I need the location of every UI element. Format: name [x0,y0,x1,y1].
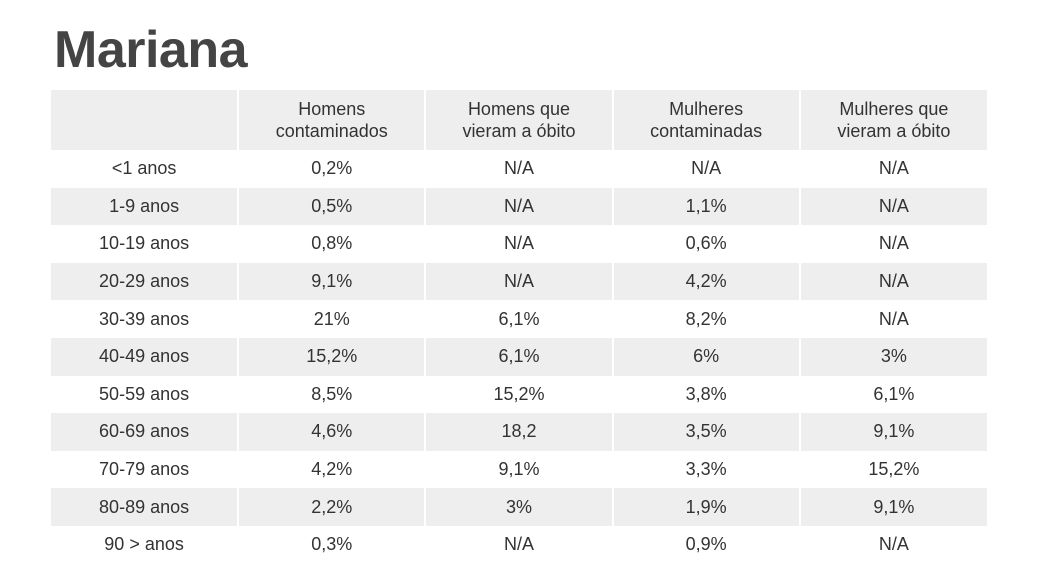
table-row: <1 anos 0,2% N/A N/A N/A [51,150,987,188]
age-group-cell: 30-39 anos [99,308,190,329]
table-row: 80-89 anos 2,2% 3% 1,9% 9,1% [51,488,987,526]
women-deaths-cell: 9,1% [798,488,987,526]
data-table: Homens contaminados Homens que vieram a … [51,90,987,564]
women-infected-cell: 3,8% [611,375,800,414]
women-infected-cell: 0,6% [611,225,800,263]
women-infected-cell: N/A [611,150,800,188]
men-deaths-cell: N/A [424,262,613,301]
header-age-group [51,90,238,150]
age-group-cell: 90 > anos [104,534,184,555]
men-infected-cell: 0,3% [237,525,426,564]
table-row: 90 > anos 0,3% N/A 0,9% N/A [51,525,987,564]
age-group-cell: <1 anos [111,158,177,179]
men-infected-cell: 0,2% [237,150,426,188]
men-deaths-cell: 6,1% [424,337,613,376]
women-deaths-cell: N/A [798,187,987,226]
women-infected-cell: 4,2% [611,262,800,301]
men-infected-cell: 0,5% [237,187,426,226]
table-row: 1-9 anos 0,5% N/A 1,1% N/A [51,187,987,226]
women-deaths-cell: 9,1% [798,413,987,451]
age-group-cell: 80-89 anos [99,496,190,517]
women-deaths-cell: 3% [798,337,987,376]
table-row: 70-79 anos 4,2% 9,1% 3,3% 15,2% [51,450,987,489]
men-deaths-cell: 6,1% [424,300,613,338]
men-deaths-cell: N/A [424,187,613,226]
header-men-deaths: Homens que vieram a óbito [424,90,613,150]
men-infected-cell: 21% [237,300,426,338]
age-group-cell: 40-49 anos [99,346,190,367]
women-infected-cell: 1,1% [611,187,800,226]
table-row: 50-59 anos 8,5% 15,2% 3,8% 6,1% [51,375,987,414]
women-infected-cell: 8,2% [611,300,800,338]
age-group-cell: 70-79 anos [99,459,190,480]
page-title: Mariana [54,21,248,79]
men-deaths-cell: N/A [424,525,613,564]
header-row: Homens contaminados Homens que vieram a … [51,90,987,150]
men-infected-cell: 15,2% [237,337,426,376]
women-deaths-cell: N/A [798,225,987,263]
men-deaths-cell: 15,2% [424,375,613,414]
men-infected-cell: 0,8% [237,225,426,263]
age-group-cell: 10-19 anos [99,233,190,254]
men-deaths-cell: 9,1% [424,450,613,489]
table-row: 30-39 anos 21% 6,1% 8,2% N/A [51,300,987,338]
women-deaths-cell: 6,1% [798,375,987,414]
men-infected-cell: 2,2% [237,488,426,526]
table-body: <1 anos 0,2% N/A N/A N/A 1-9 anos 0,5% N/A 1,1% N… [51,150,987,564]
men-infected-cell: 4,2% [237,450,426,489]
header-women-deaths: Mulheres que vieram a óbito [798,90,987,150]
men-deaths-cell: N/A [424,150,613,188]
table-row: 20-29 anos 9,1% N/A 4,2% N/A [51,262,987,301]
age-group-cell: 50-59 anos [99,383,190,404]
men-infected-cell: 4,6% [237,413,426,451]
men-infected-cell: 8,5% [237,375,426,414]
table-row: 10-19 anos 0,8% N/A 0,6% N/A [51,225,987,263]
women-infected-cell: 6% [611,337,800,376]
header-women-infected: Mulheres contaminadas [611,90,800,150]
age-group-cell: 20-29 anos [99,271,190,292]
women-infected-cell: 3,5% [611,413,800,451]
women-deaths-cell: 15,2% [798,450,987,489]
women-deaths-cell: N/A [798,300,987,338]
table-row: 40-49 anos 15,2% 6,1% 6% 3% [51,337,987,376]
men-deaths-cell: 3% [424,488,613,526]
age-group-cell: 60-69 anos [99,421,190,442]
women-deaths-cell: N/A [798,525,987,564]
women-infected-cell: 3,3% [611,450,800,489]
table-row: 60-69 anos 4,6% 18,2 3,5% 9,1% [51,413,987,451]
men-deaths-cell: 18,2 [424,413,613,451]
men-deaths-cell: N/A [424,225,613,263]
women-deaths-cell: N/A [798,150,987,188]
men-infected-cell: 9,1% [237,262,426,301]
women-deaths-cell: N/A [798,262,987,301]
age-group-cell: 1-9 anos [109,195,180,216]
women-infected-cell: 0,9% [611,525,800,564]
women-infected-cell: 1,9% [611,488,800,526]
header-men-infected: Homens contaminados [237,90,426,150]
